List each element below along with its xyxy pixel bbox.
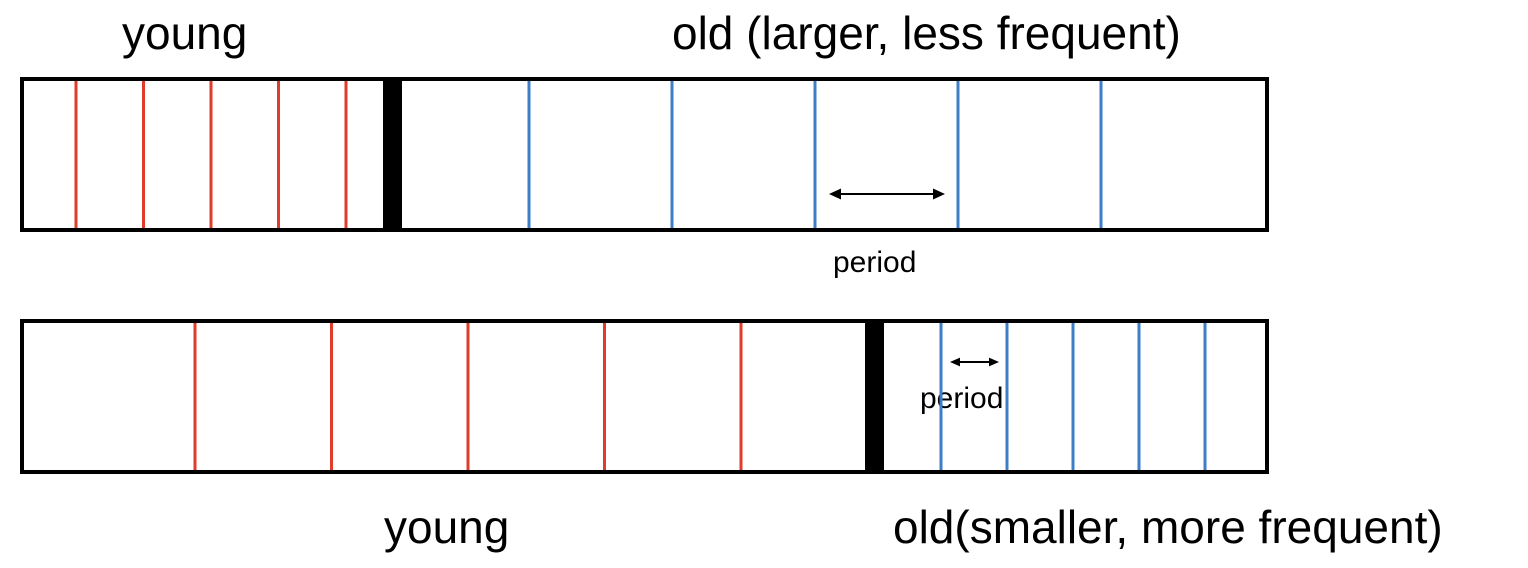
top-heap-bar	[20, 77, 1269, 232]
bottom-young-label: young	[384, 501, 510, 553]
bottom-period-arrow-right-head	[989, 357, 999, 367]
bottom-heap-frame	[20, 319, 1269, 474]
bottom-heap-bar	[20, 319, 1269, 474]
top-young-label: young	[122, 7, 248, 59]
top-period-label: period	[833, 246, 917, 279]
bottom-old-label: old(smaller, more frequent)	[893, 501, 1443, 553]
top-generation-divider	[383, 79, 402, 230]
top-old-label: old (larger, less frequent)	[672, 7, 1181, 59]
top-period-arrow	[829, 188, 945, 200]
bottom-period-arrow	[950, 357, 999, 367]
top-period-arrow-left-head	[829, 188, 841, 200]
top-period-arrow-right-head	[933, 188, 945, 200]
bottom-period-arrow-left-head	[950, 357, 960, 367]
top-heap-frame	[20, 77, 1269, 232]
bottom-period-label: period	[920, 382, 1004, 415]
bottom-generation-divider	[865, 321, 884, 472]
